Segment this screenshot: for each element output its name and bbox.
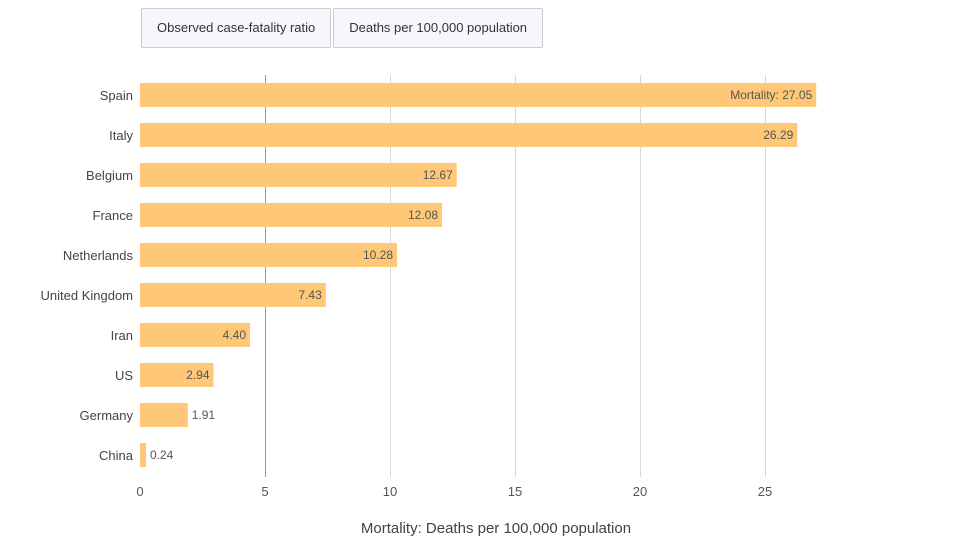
- bar-us[interactable]: [140, 363, 214, 387]
- category-label: United Kingdom: [41, 288, 134, 303]
- bar-value-label: 2.94: [186, 368, 210, 382]
- bar-value-label: Mortality: 27.05: [730, 88, 812, 102]
- category-label: Belgium: [86, 168, 133, 183]
- category-label: Spain: [100, 88, 133, 103]
- category-label: China: [99, 448, 134, 463]
- bar-value-label: 0.24: [150, 448, 174, 462]
- x-tick-label: 5: [261, 484, 268, 499]
- bar-united-kingdom[interactable]: [140, 283, 326, 307]
- tab-case-fatality-ratio[interactable]: Observed case-fatality ratio: [141, 8, 332, 48]
- bar-netherlands[interactable]: [140, 243, 397, 267]
- bar-value-label: 12.08: [408, 208, 438, 222]
- bar-spain[interactable]: [140, 83, 817, 107]
- x-tick-label: 25: [758, 484, 772, 499]
- bars: Mortality: 27.05 26.29 12.67 12.08 10.28 7.43…: [140, 83, 817, 467]
- x-tick-label: 20: [633, 484, 647, 499]
- bar-value-label: 1.91: [192, 408, 216, 422]
- x-tick-label: 10: [383, 484, 397, 499]
- bar-belgium[interactable]: [140, 163, 457, 187]
- bar-value-label: 26.29: [763, 128, 793, 142]
- bar-value-label: 10.28: [363, 248, 393, 262]
- category-label: US: [115, 368, 133, 383]
- metric-tabs: Observed case-fatality ratio Deaths per …: [141, 8, 544, 50]
- bar-china[interactable]: [140, 443, 146, 467]
- category-label: France: [93, 208, 133, 223]
- category-label: Netherlands: [63, 248, 134, 263]
- bar-value-label: 4.40: [223, 328, 247, 342]
- x-axis-title: Mortality: Deaths per 100,000 population: [361, 520, 631, 537]
- bar-germany[interactable]: [140, 403, 188, 427]
- category-label: Italy: [109, 128, 133, 143]
- x-tick-label: 0: [136, 484, 143, 499]
- bar-iran[interactable]: [140, 323, 250, 347]
- bar-italy[interactable]: [140, 123, 798, 147]
- category-label: Iran: [111, 328, 133, 343]
- bar-value-label: 12.67: [423, 168, 453, 182]
- bar-value-label: 7.43: [298, 288, 322, 302]
- tab-deaths-per-100k[interactable]: Deaths per 100,000 population: [333, 8, 544, 48]
- category-labels: Spain Italy Belgium France Netherlands United…: [41, 88, 134, 463]
- category-label: Germany: [80, 408, 134, 423]
- x-tick-labels: 0 5 10 15 20 25: [136, 484, 772, 499]
- bar-france[interactable]: [140, 203, 442, 227]
- x-tick-label: 15: [508, 484, 522, 499]
